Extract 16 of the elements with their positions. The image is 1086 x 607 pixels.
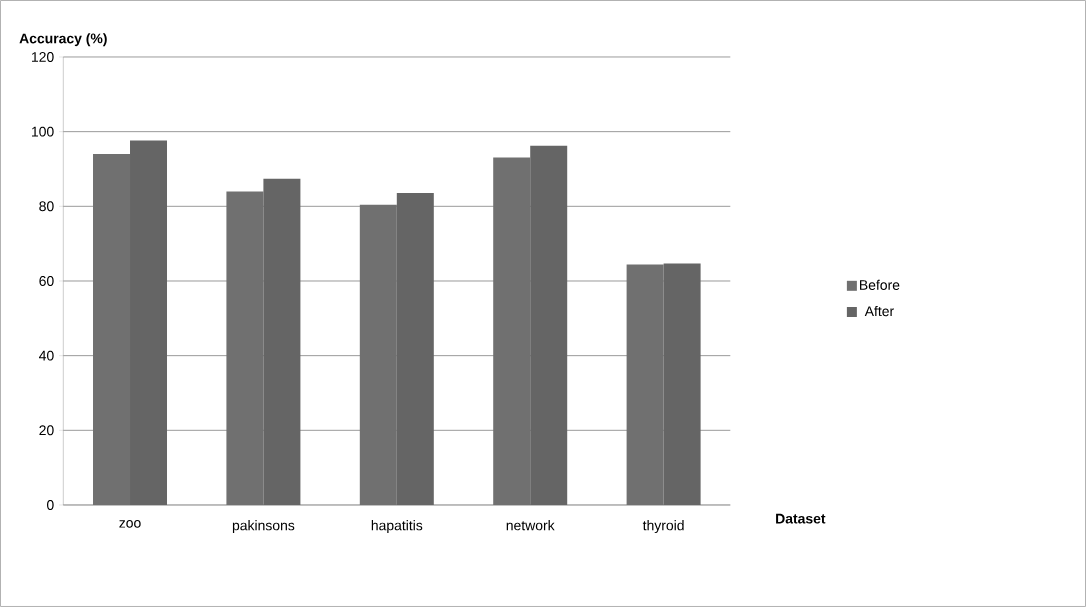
y-tick-label: 60 — [39, 276, 54, 286]
x-tick-label: pakinsons — [232, 520, 295, 534]
y-axis-title: Accuracy (%) — [19, 33, 107, 47]
x-axis-title: Dataset — [776, 513, 826, 524]
y-tick-label: 20 — [39, 425, 54, 436]
y-tick-label: 120 — [32, 52, 54, 62]
y-tick-label: 80 — [39, 201, 54, 212]
y-tick-label: 40 — [39, 350, 54, 361]
legend-label: After — [864, 305, 894, 317]
y-tick-label: 100 — [32, 126, 54, 137]
x-tick-label: network — [506, 520, 555, 531]
legend-label: Before — [860, 279, 900, 290]
x-tick-label: thyroid — [642, 520, 684, 534]
x-tick-label: zoo — [119, 520, 141, 528]
x-tick-label: hapatitis — [371, 520, 423, 534]
y-tick-label: 0 — [47, 500, 54, 510]
